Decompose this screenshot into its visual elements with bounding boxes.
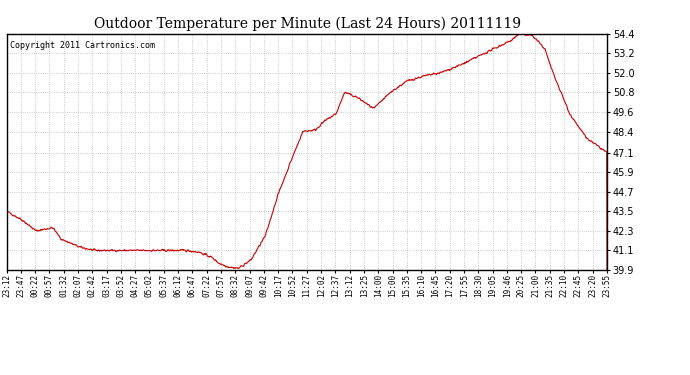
Text: Copyright 2011 Cartronics.com: Copyright 2011 Cartronics.com (10, 41, 155, 50)
Title: Outdoor Temperature per Minute (Last 24 Hours) 20111119: Outdoor Temperature per Minute (Last 24 … (94, 17, 520, 31)
